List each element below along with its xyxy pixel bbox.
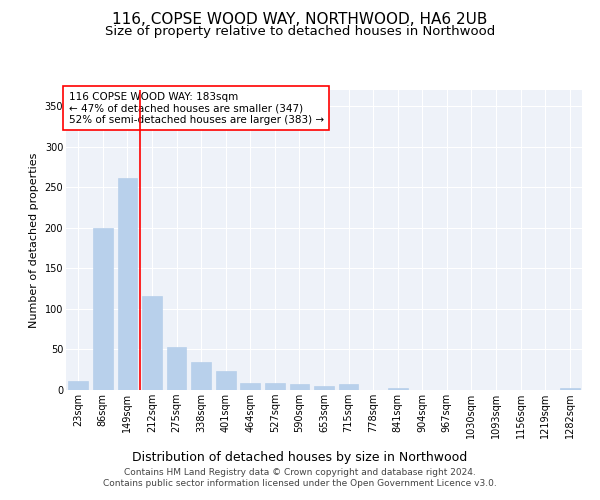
Bar (560, 388, 580, 390)
Bar (265, 382, 284, 390)
Bar (314, 386, 334, 390)
Text: 116 COPSE WOOD WAY: 183sqm
← 47% of detached houses are smaller (347)
52% of sem: 116 COPSE WOOD WAY: 183sqm ← 47% of deta… (68, 92, 324, 124)
Bar (339, 384, 358, 390)
Text: Contains HM Land Registry data © Crown copyright and database right 2024.
Contai: Contains HM Land Registry data © Crown c… (103, 468, 497, 487)
Text: Size of property relative to detached houses in Northwood: Size of property relative to detached ho… (105, 25, 495, 38)
Text: 116, COPSE WOOD WAY, NORTHWOOD, HA6 2UB: 116, COPSE WOOD WAY, NORTHWOOD, HA6 2UB (112, 12, 488, 28)
Bar (142, 296, 162, 390)
Bar (216, 372, 236, 390)
Bar (191, 362, 211, 390)
Bar (290, 384, 309, 390)
Y-axis label: Number of detached properties: Number of detached properties (29, 152, 39, 328)
Bar (241, 382, 260, 390)
Bar (167, 347, 187, 390)
Bar (93, 228, 113, 390)
Bar (68, 381, 88, 390)
Text: Distribution of detached houses by size in Northwood: Distribution of detached houses by size … (133, 451, 467, 464)
Bar (388, 388, 407, 390)
Bar (118, 178, 137, 390)
